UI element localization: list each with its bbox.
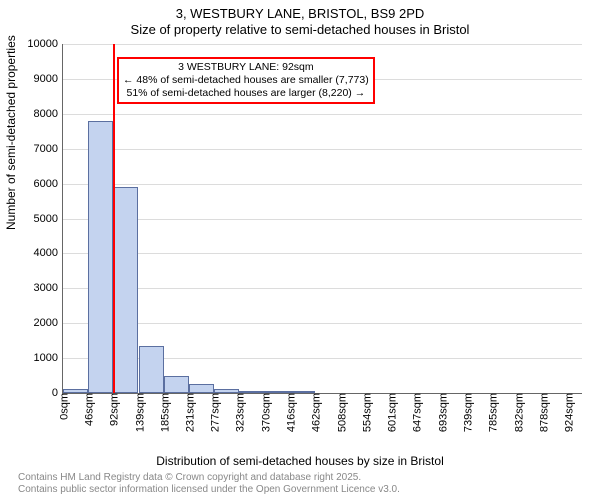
y-tick-label: 3000 — [34, 282, 63, 294]
x-tick-label: 370sqm — [258, 393, 273, 432]
y-axis-label: Number of semi-detached properties — [4, 35, 18, 230]
x-tick-label: 601sqm — [384, 393, 399, 432]
x-tick-label: 92sqm — [106, 393, 121, 426]
y-tick-label: 6000 — [34, 178, 63, 190]
y-tick-label: 8000 — [34, 108, 63, 120]
gridline — [63, 184, 582, 185]
gridline — [63, 44, 582, 45]
y-tick-label: 7000 — [34, 143, 63, 155]
gridline — [63, 149, 582, 150]
x-tick-label: 277sqm — [207, 393, 222, 432]
gridline — [63, 253, 582, 254]
histogram-bar — [88, 121, 113, 393]
histogram-bar — [164, 376, 189, 393]
x-tick-label: 185sqm — [157, 393, 172, 432]
chart-container: 3, WESTBURY LANE, BRISTOL, BS9 2PD Size … — [0, 0, 600, 500]
x-tick-label: 878sqm — [535, 393, 550, 432]
x-tick-label: 416sqm — [283, 393, 298, 432]
plot-area: 0100020003000400050006000700080009000100… — [62, 44, 582, 394]
histogram-bar — [189, 384, 214, 393]
annotation-line-1: 3 WESTBURY LANE: 92sqm — [123, 61, 369, 74]
attribution-text: Contains HM Land Registry data © Crown c… — [18, 472, 400, 496]
x-tick-label: 739sqm — [459, 393, 474, 432]
y-tick-label: 5000 — [34, 213, 63, 225]
x-tick-label: 924sqm — [560, 393, 575, 432]
histogram-bar — [139, 346, 164, 393]
annotation-line-3: 51% of semi-detached houses are larger (… — [123, 87, 369, 100]
gridline — [63, 219, 582, 220]
attribution-line-1: Contains HM Land Registry data © Crown c… — [18, 472, 400, 484]
gridline — [63, 288, 582, 289]
x-tick-label: 462sqm — [308, 393, 323, 432]
attribution-line-2: Contains public sector information licen… — [18, 484, 400, 496]
x-tick-label: 693sqm — [434, 393, 449, 432]
y-tick-label: 4000 — [34, 247, 63, 259]
histogram-bar — [113, 187, 138, 393]
y-tick-label: 10000 — [27, 38, 63, 50]
x-tick-label: 785sqm — [484, 393, 499, 432]
x-tick-label: 46sqm — [81, 393, 96, 426]
x-tick-label: 0sqm — [56, 393, 71, 420]
x-tick-label: 647sqm — [409, 393, 424, 432]
chart-title-main: 3, WESTBURY LANE, BRISTOL, BS9 2PD — [0, 6, 600, 21]
y-tick-label: 2000 — [34, 317, 63, 329]
annotation-box: 3 WESTBURY LANE: 92sqm← 48% of semi-deta… — [117, 57, 375, 104]
y-tick-label: 1000 — [34, 352, 63, 364]
x-tick-label: 323sqm — [232, 393, 247, 432]
x-tick-label: 508sqm — [333, 393, 348, 432]
gridline — [63, 114, 582, 115]
annotation-line-2: ← 48% of semi-detached houses are smalle… — [123, 74, 369, 87]
chart-title-sub: Size of property relative to semi-detach… — [0, 22, 600, 37]
gridline — [63, 323, 582, 324]
y-tick-label: 9000 — [34, 73, 63, 85]
x-tick-label: 231sqm — [182, 393, 197, 432]
x-tick-label: 139sqm — [131, 393, 146, 432]
x-axis-label: Distribution of semi-detached houses by … — [0, 454, 600, 468]
x-tick-label: 832sqm — [510, 393, 525, 432]
x-tick-label: 554sqm — [358, 393, 373, 432]
